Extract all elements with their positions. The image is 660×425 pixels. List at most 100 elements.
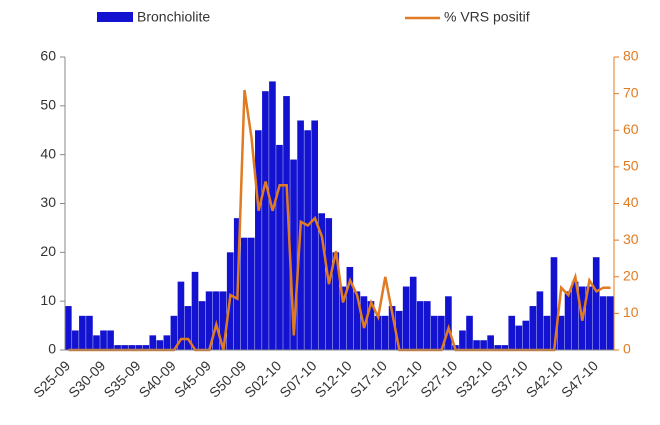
bar [86,315,93,350]
bar [205,291,213,350]
bar [501,345,509,350]
bar [543,315,551,350]
y2-tick-label: 0 [623,341,631,357]
bar [304,130,311,350]
x-tick-label: S32-10 [452,357,495,400]
bar [198,301,206,350]
y-tick-label: 10 [40,292,56,308]
bar [72,330,79,350]
bar [374,315,382,350]
bar [592,257,600,350]
bar [409,276,417,350]
x-tick-label: S35-09 [100,357,143,400]
x-tick-label: S37-10 [488,357,531,400]
x-tick-label: S22-10 [382,357,425,400]
bar [177,281,185,350]
x-tick-label: S42-10 [523,357,566,400]
bar [459,330,466,350]
bar [149,335,157,350]
y-tick-label: 40 [40,145,56,161]
bar [564,291,572,350]
y2-tick-label: 80 [623,48,639,64]
bar [255,130,262,350]
bar [114,345,121,350]
bar [529,306,537,350]
bar [135,345,143,350]
y2-tick-label: 40 [623,194,639,210]
bar [240,237,248,350]
bar [473,340,480,350]
bar [367,301,375,350]
bar [107,330,114,350]
bar [508,315,516,350]
bar [121,345,128,350]
bar [318,213,326,350]
bar [128,345,135,350]
x-tick-label: S27-10 [417,357,460,400]
bar [219,291,227,350]
y-tick-label: 50 [40,97,56,113]
bar [522,320,530,350]
bar [283,96,290,350]
y2-tick-label: 30 [623,231,639,247]
y2-tick-label: 60 [623,121,639,137]
bar [156,340,164,350]
bar [438,315,445,350]
bar [381,315,389,350]
bar [353,291,361,350]
x-tick-label: S40-09 [136,357,179,400]
bar [93,335,100,350]
x-tick-label: S02-10 [241,357,284,400]
y2-tick-label: 70 [623,84,639,100]
x-tick-label: S30-09 [65,357,108,400]
bar [332,252,340,350]
bar [557,315,565,350]
x-tick-label: S47-10 [558,357,601,400]
bar [606,296,614,350]
bar [184,306,192,350]
y2-tick-label: 20 [623,267,639,283]
y-tick-label: 0 [48,341,56,357]
bar [269,81,276,351]
y2-tick-label: 50 [623,158,639,174]
x-tick-label: S25-09 [30,357,73,400]
bar [402,286,410,350]
bar [311,120,318,350]
x-tick-label: S45-09 [171,357,214,400]
bar [599,296,607,350]
bar [445,296,452,350]
bar [416,301,424,350]
bar [466,315,473,350]
x-tick-label: S50-09 [206,357,249,400]
legend-label: % VRS positif [444,9,530,25]
x-tick-label: S12-10 [312,357,355,400]
bar [290,159,297,350]
y-tick-label: 20 [40,243,56,259]
bar [487,335,494,350]
y-tick-label: 60 [40,48,56,64]
bar [571,281,579,350]
y2-tick-label: 10 [623,304,639,320]
bar [262,91,269,350]
bar [191,271,199,350]
bar [170,315,178,350]
legend-swatch [97,12,133,22]
bar [480,340,487,350]
bar [431,315,438,350]
bar [536,291,544,350]
bar [388,306,396,350]
bar [79,315,86,350]
x-tick-label: S17-10 [347,357,390,400]
bar [65,306,72,350]
bar [585,286,593,350]
bar [163,335,171,350]
bar [550,257,558,350]
bar [346,266,354,350]
y-tick-label: 30 [40,194,56,210]
x-tick-label: S07-10 [276,357,319,400]
legend-label: Bronchiolite [137,9,210,25]
bar [276,144,283,350]
bar [494,345,501,350]
bar [100,330,107,350]
